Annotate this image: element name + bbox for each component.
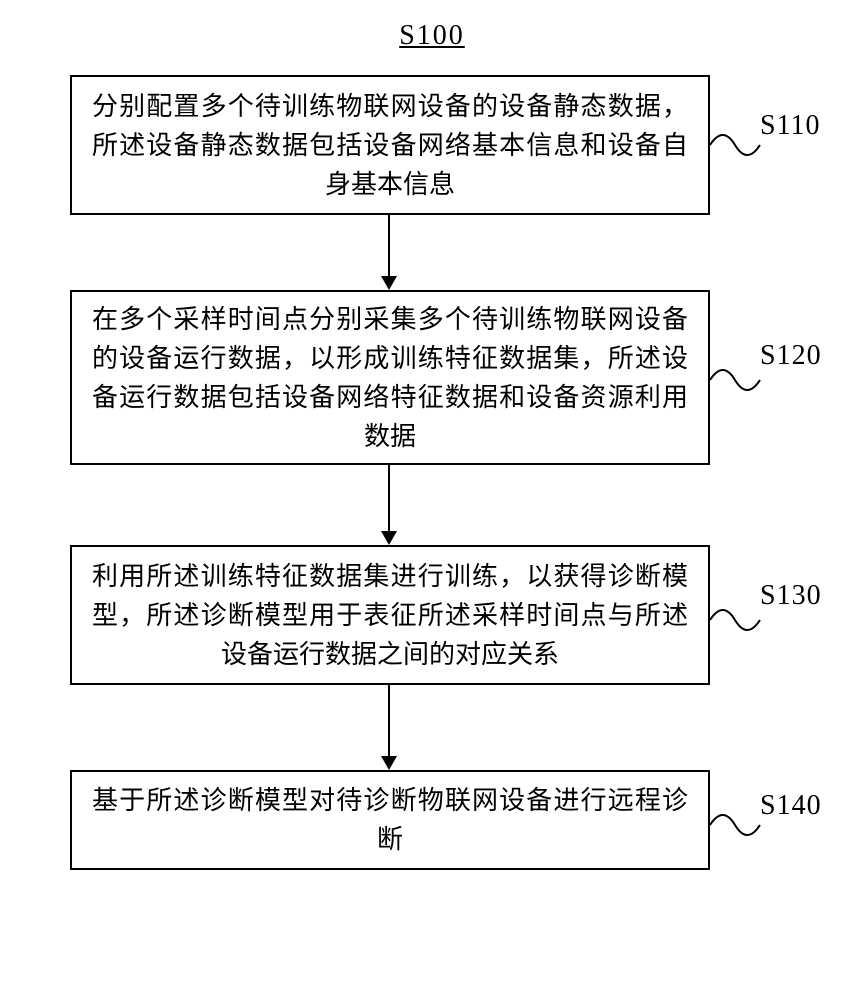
step-text-s110: 分别配置多个待训练物联网设备的设备静态数据，所述设备静态数据包括设备网络基本信息… xyxy=(92,87,688,204)
step-label-s130: S130 xyxy=(760,580,822,612)
connector-s120 xyxy=(708,355,763,400)
step-box-s120: 在多个采样时间点分别采集多个待训练物联网设备的设备运行数据，以形成训练特征数据集… xyxy=(70,290,710,465)
flowchart-container: S100 分别配置多个待训练物联网设备的设备静态数据，所述设备静态数据包括设备网… xyxy=(0,0,864,1000)
arrow-2 xyxy=(388,465,390,543)
flowchart-title: S100 xyxy=(0,20,864,52)
step-box-s130: 利用所述训练特征数据集进行训练，以获得诊断模型，所述诊断模型用于表征所述采样时间… xyxy=(70,545,710,685)
step-text-s120: 在多个采样时间点分别采集多个待训练物联网设备的设备运行数据，以形成训练特征数据集… xyxy=(92,300,688,456)
step-label-s110: S110 xyxy=(760,110,821,142)
step-box-s140: 基于所述诊断模型对待诊断物联网设备进行远程诊断 xyxy=(70,770,710,870)
step-text-s140: 基于所述诊断模型对待诊断物联网设备进行远程诊断 xyxy=(92,781,688,859)
arrow-1 xyxy=(388,215,390,288)
connector-s110 xyxy=(708,120,763,165)
connector-s130 xyxy=(708,595,763,640)
step-label-s140: S140 xyxy=(760,790,822,822)
step-text-s130: 利用所述训练特征数据集进行训练，以获得诊断模型，所述诊断模型用于表征所述采样时间… xyxy=(92,557,688,674)
step-label-s120: S120 xyxy=(760,340,822,372)
arrow-3 xyxy=(388,685,390,768)
step-box-s110: 分别配置多个待训练物联网设备的设备静态数据，所述设备静态数据包括设备网络基本信息… xyxy=(70,75,710,215)
connector-s140 xyxy=(708,800,763,845)
